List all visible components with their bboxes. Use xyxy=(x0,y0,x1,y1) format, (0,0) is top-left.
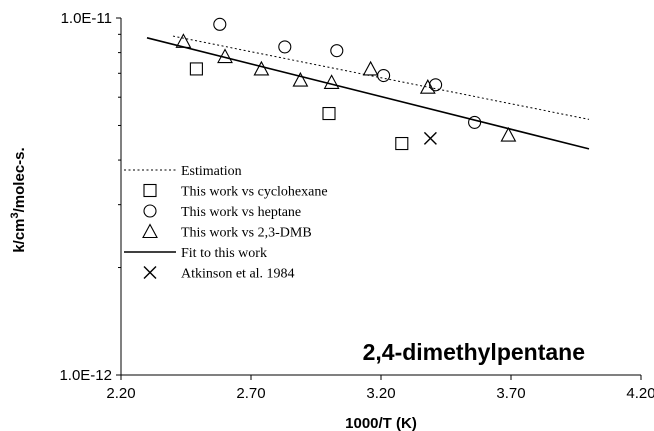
this-work-vs-heptane-point xyxy=(279,41,291,53)
x-axis-label: 1000/T (K) xyxy=(345,415,417,431)
legend-label-atkinson-et-al-1984: Atkinson et al. 1984 xyxy=(181,267,295,282)
legend: Estimation This work vs cyclohexane This w… xyxy=(124,164,328,282)
legend-label-this-work-vs-cyclohexane: This work vs cyclohexane xyxy=(181,185,328,200)
x-tick-label: 2.20 xyxy=(106,385,135,402)
estimation-line xyxy=(173,36,589,119)
this-work-vs-cyclohexane-point xyxy=(396,138,408,150)
this-work-vs-heptane-point xyxy=(469,116,481,128)
x-tick-label: 3.20 xyxy=(366,385,395,402)
y-axis-label: k/cm3/molec-s. xyxy=(9,147,28,252)
legend-label-estimation: Estimation xyxy=(181,164,242,179)
x-tick-label: 3.70 xyxy=(496,385,525,402)
y-tick-label: 1.0E-12 xyxy=(59,367,112,384)
x-tick-label: 4.20 xyxy=(626,385,654,402)
this-work-vs-2-3-dmb-point xyxy=(325,75,339,88)
legend-swatch-this-work-vs-cyclohexane xyxy=(144,185,156,197)
legend-label-fit-to-this-work: Fit to this work xyxy=(181,246,267,261)
x-tick-label: 2.70 xyxy=(236,385,265,402)
atkinson-et-al-1984-point xyxy=(424,132,436,144)
legend-label-this-work-vs-heptane: This work vs heptane xyxy=(181,205,301,220)
this-work-vs-cyclohexane-point xyxy=(190,63,202,75)
this-work-vs-heptane-point xyxy=(430,79,442,91)
legend-swatch-this-work-vs-heptane xyxy=(144,205,156,217)
legend-label-this-work-vs-2-3-dmb: This work vs 2,3-DMB xyxy=(181,226,312,241)
legend-swatch-atkinson-et-al-1984 xyxy=(144,267,156,279)
this-work-vs-cyclohexane-point xyxy=(323,108,335,120)
legend-swatch-this-work-vs-2-3-dmb xyxy=(143,225,157,238)
compound-label: 2,4-dimethylpentane xyxy=(363,339,585,365)
this-work-vs-2-3-dmb-point xyxy=(364,62,378,75)
y-axis-label-rest: /molec-s. xyxy=(11,147,28,212)
this-work-vs-heptane-point xyxy=(331,45,343,57)
this-work-vs-2-3-dmb-point xyxy=(421,80,435,93)
this-work-vs-heptane-point xyxy=(378,70,390,82)
fit-to-this-work-line xyxy=(147,38,589,149)
this-work-vs-heptane-point xyxy=(214,18,226,30)
chart-marks xyxy=(147,18,589,149)
y-tick-label: 1.0E-11 xyxy=(61,10,112,27)
